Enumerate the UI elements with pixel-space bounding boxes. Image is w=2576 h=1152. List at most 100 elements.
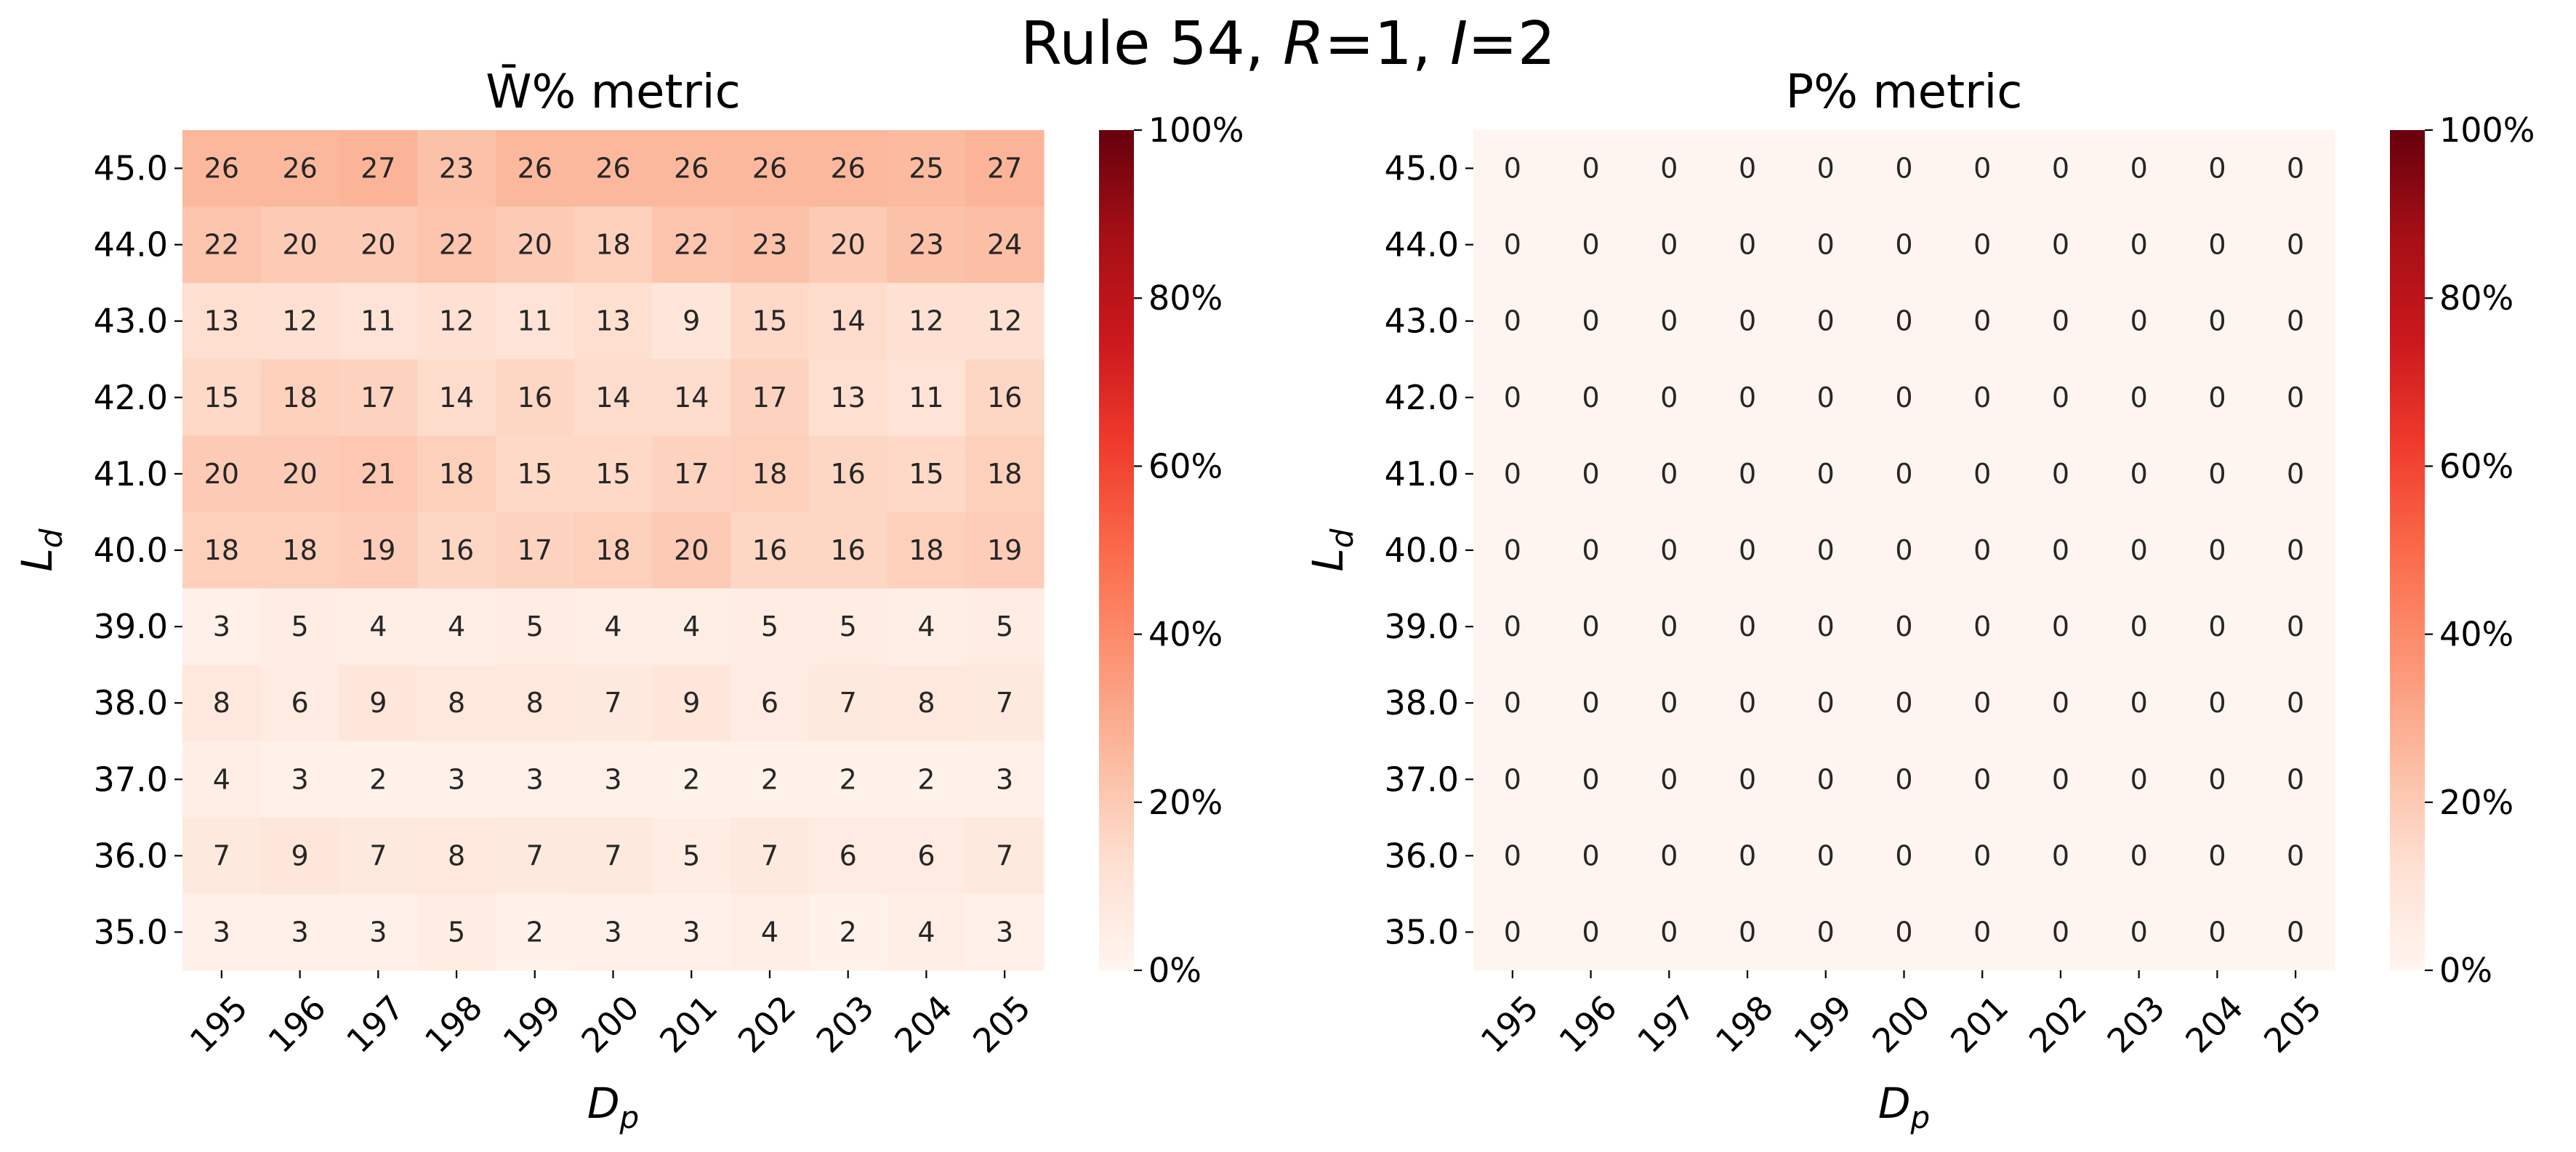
heatmap-cell xyxy=(808,359,888,436)
heatmap-cell xyxy=(2256,512,2335,589)
cell-value-label: 0 xyxy=(1817,839,1835,871)
cell-value-label: 7 xyxy=(526,839,544,871)
cell-value-label: 13 xyxy=(831,382,866,414)
cell-value-label: 0 xyxy=(1817,916,1835,948)
heatmap-cell xyxy=(652,817,731,895)
cell-value-label: 0 xyxy=(2287,916,2304,948)
cell-value-label: 14 xyxy=(831,305,866,337)
heatmap-cell xyxy=(417,512,496,589)
cell-value-label: 5 xyxy=(761,611,778,643)
cell-value-label: 0 xyxy=(1504,229,1521,261)
heatmap-cell xyxy=(2099,283,2179,360)
cell-value-label: 7 xyxy=(996,839,1013,871)
cell-value-label: 18 xyxy=(752,458,787,490)
cell-value-label: 0 xyxy=(1739,687,1756,719)
cell-value-label: 17 xyxy=(361,382,395,414)
cell-value-label: 16 xyxy=(518,382,552,414)
cell-value-label: 23 xyxy=(439,153,474,185)
heatmap-cell xyxy=(2256,588,2335,666)
heatmap-cell xyxy=(182,130,262,207)
panel-title: P% metric xyxy=(1786,65,2023,119)
cell-value-label: 0 xyxy=(2052,534,2069,566)
heatmap-cell xyxy=(1473,435,1553,513)
heatmap-cell xyxy=(652,130,731,207)
heatmap-cell xyxy=(182,817,262,895)
heatmap-cell xyxy=(339,206,418,283)
cell-value-label: 0 xyxy=(2208,382,2226,414)
heatmap-cell xyxy=(182,588,262,666)
heatmap-cell xyxy=(808,817,888,895)
cell-value-label: 17 xyxy=(518,534,552,566)
heatmap-cell xyxy=(1630,283,1709,360)
cell-value-label: 0 xyxy=(1739,153,1756,185)
heatmap-cell xyxy=(1630,817,1709,895)
cell-value-label: 26 xyxy=(204,153,239,185)
cell-value-label: 27 xyxy=(361,153,395,185)
cell-value-label: 9 xyxy=(683,687,700,719)
cell-value-label: 14 xyxy=(439,382,474,414)
heatmap-cell xyxy=(2021,588,2101,666)
cell-value-label: 0 xyxy=(1973,763,1991,795)
heatmap-cell xyxy=(1943,741,2022,818)
heatmap-cell xyxy=(417,664,496,742)
cell-value-label: 0 xyxy=(2287,687,2304,719)
y-axis-label: Ld xyxy=(12,528,69,571)
heatmap-cell xyxy=(887,741,966,818)
heatmap-cell xyxy=(1864,664,1944,742)
colorbar-tick-label: 60% xyxy=(1148,446,1223,486)
cell-value-label: 18 xyxy=(204,534,239,566)
heatmap-cell xyxy=(2256,741,2335,818)
cell-value-label: 22 xyxy=(439,229,474,261)
x-tick-label: 202 xyxy=(2021,988,2094,1060)
heatmap-cell xyxy=(339,435,418,513)
cell-value-label: 5 xyxy=(448,916,465,948)
heatmap-cell xyxy=(1551,664,1631,742)
cell-value-label: 0 xyxy=(2208,305,2226,337)
cell-value-label: 4 xyxy=(917,611,935,643)
heatmap-cell xyxy=(652,741,731,818)
cell-value-label: 20 xyxy=(282,458,317,490)
colorbar-tick-label: 40% xyxy=(2439,615,2513,654)
cell-value-label: 18 xyxy=(282,382,317,414)
cell-value-label: 21 xyxy=(361,458,395,490)
heatmap-cell xyxy=(2099,130,2179,207)
cell-value-label: 0 xyxy=(1739,382,1756,414)
figure-title-part: I xyxy=(1450,9,1468,78)
heatmap-cell xyxy=(2178,893,2257,971)
heatmap-cell xyxy=(2178,283,2257,360)
cell-value-label: 0 xyxy=(1973,229,1991,261)
cell-value-label: 0 xyxy=(1660,534,1678,566)
heatmap-cell xyxy=(339,283,418,360)
colorbar-tick-label: 20% xyxy=(2439,783,2513,822)
cell-value-label: 0 xyxy=(1973,534,1991,566)
cell-value-label: 7 xyxy=(996,687,1013,719)
cell-value-label: 26 xyxy=(518,153,552,185)
heatmap-cell xyxy=(339,664,418,742)
heatmap-cell xyxy=(965,435,1045,513)
cell-value-label: 16 xyxy=(831,534,866,566)
heatmap-cell xyxy=(730,435,810,513)
heatmap-cell xyxy=(1630,741,1709,818)
cell-value-label: 12 xyxy=(439,305,474,337)
cell-value-label: 3 xyxy=(526,763,544,795)
cell-value-label: 0 xyxy=(1660,458,1678,490)
cell-value-label: 0 xyxy=(1739,534,1756,566)
cell-value-label: 18 xyxy=(595,534,630,566)
heatmap-cell xyxy=(1551,130,1631,207)
heatmap-cell xyxy=(2099,588,2179,666)
heatmap-cell xyxy=(1708,359,1787,436)
heatmap-cell xyxy=(495,435,575,513)
cell-value-label: 27 xyxy=(987,153,1022,185)
y-tick-label: 36.0 xyxy=(1385,836,1459,875)
heatmap-cell xyxy=(965,588,1045,666)
cell-value-label: 0 xyxy=(2052,839,2069,871)
cell-value-label: 23 xyxy=(752,229,787,261)
cell-value-label: 0 xyxy=(1504,763,1521,795)
heatmap-cell xyxy=(260,359,340,436)
x-tick-label: 200 xyxy=(1864,988,1937,1060)
x-tick-label: 197 xyxy=(1630,988,1702,1060)
cell-value-label: 22 xyxy=(674,229,709,261)
heatmap-cell xyxy=(2178,130,2257,207)
y-tick-label: 42.0 xyxy=(94,378,168,417)
